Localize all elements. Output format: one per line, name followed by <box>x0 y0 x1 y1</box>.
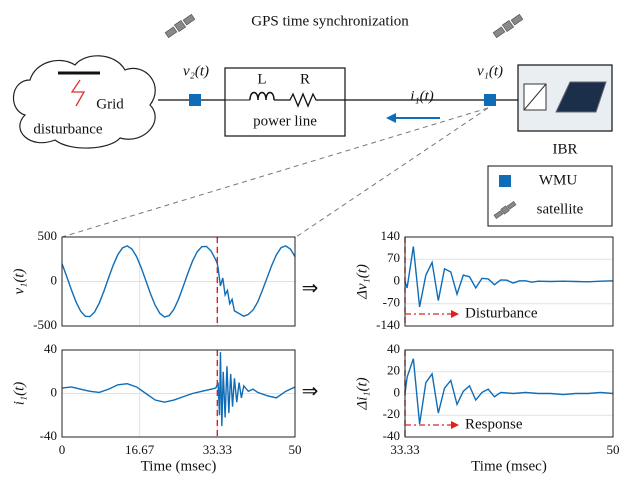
x-axis-label: Time (msec) <box>471 458 547 474</box>
x-tick-label: 33.33 <box>390 442 419 457</box>
line-label: power line <box>253 113 317 129</box>
v2-label: v₂(t) <box>183 63 209 79</box>
y-axis-label: Δi₁(t) <box>354 377 370 410</box>
legend-label: WMU <box>539 172 577 188</box>
wmu-marker <box>484 94 496 106</box>
resistor-label: R <box>300 71 310 87</box>
x-tick-label: 33.33 <box>203 442 232 457</box>
legend-label: satellite <box>537 201 584 217</box>
ibr-label: IBR <box>552 141 577 157</box>
x-axis-label: Time (msec) <box>141 458 217 474</box>
y-tick-label: -40 <box>40 428 57 443</box>
i1-label: i₁(t) <box>410 88 434 104</box>
y-tick-label: 0 <box>51 384 58 399</box>
grid-label: Grid <box>96 96 124 112</box>
annotation-arrowhead <box>451 421 459 429</box>
y-tick-label: 140 <box>381 228 401 243</box>
waveform <box>405 247 613 307</box>
x-tick-label: 50 <box>607 442 620 457</box>
wmu-marker <box>189 94 201 106</box>
implies-arrow: ⇒ <box>302 278 319 300</box>
satellite-icon <box>493 14 524 39</box>
y-tick-label: 40 <box>387 341 400 356</box>
waveform <box>405 359 613 424</box>
title: GPS time synchronization <box>251 13 409 29</box>
plot-area <box>62 352 295 426</box>
legend-wmu <box>499 175 511 187</box>
waveform <box>62 352 295 426</box>
y-tick-label: 70 <box>387 250 400 265</box>
annotation-arrowhead <box>451 310 459 318</box>
x-tick-label: 16.67 <box>125 442 155 457</box>
y-tick-label: 500 <box>38 228 58 243</box>
y-axis-label: Δv₁(t) <box>354 264 370 300</box>
v1-label: v₁(t) <box>477 63 503 79</box>
y-tick-label: 40 <box>44 341 57 356</box>
y-tick-label: -70 <box>383 295 400 310</box>
y-tick-label: -20 <box>383 406 400 421</box>
annotation: Response <box>465 416 523 432</box>
y-tick-label: -500 <box>33 317 57 332</box>
implies-arrow: ⇒ <box>302 381 319 403</box>
plot-area <box>405 247 613 307</box>
y-tick-label: -40 <box>383 428 400 443</box>
inductor-label: L <box>257 71 266 87</box>
y-tick-label: 0 <box>394 272 401 287</box>
figure: GPS time synchronization Grid disturbanc… <box>0 0 628 482</box>
x-tick-label: 0 <box>59 442 66 457</box>
y-tick-label: 0 <box>51 272 58 287</box>
satellite-icon <box>165 14 196 39</box>
annotation: Disturbance <box>465 305 538 321</box>
plot-area <box>405 359 613 424</box>
y-axis-label: i₁(t) <box>11 382 27 406</box>
current-arrowhead <box>386 113 396 123</box>
y-tick-label: 0 <box>394 384 401 399</box>
y-tick-label: -140 <box>376 317 400 332</box>
x-tick-label: 50 <box>289 442 302 457</box>
y-axis-label: v₁(t) <box>11 268 27 294</box>
y-tick-label: 20 <box>387 363 400 378</box>
grid-label: disturbance <box>33 121 102 137</box>
